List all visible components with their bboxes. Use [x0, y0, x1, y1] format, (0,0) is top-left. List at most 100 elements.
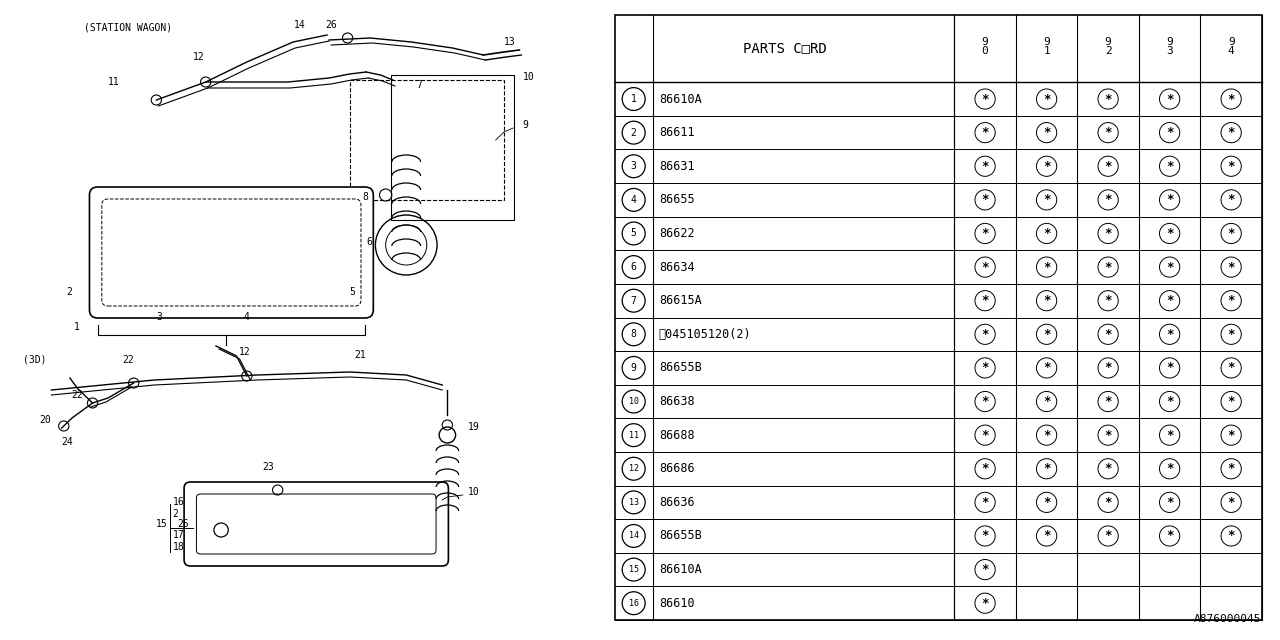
Text: *: *	[982, 193, 989, 206]
Text: (3D): (3D)	[23, 355, 46, 365]
Text: 22: 22	[72, 390, 83, 400]
Text: *: *	[1166, 294, 1174, 307]
Text: 12: 12	[628, 464, 639, 473]
Text: 9
2: 9 2	[1105, 37, 1111, 56]
Text: *: *	[982, 496, 989, 509]
Text: 86610A: 86610A	[659, 563, 701, 576]
Text: *: *	[1105, 126, 1112, 139]
Text: *: *	[1228, 328, 1235, 341]
Text: *: *	[1043, 362, 1051, 374]
Text: 9
4: 9 4	[1228, 37, 1234, 56]
Text: *: *	[1043, 462, 1051, 476]
Text: 9: 9	[631, 363, 636, 373]
Text: 8: 8	[631, 330, 636, 339]
Text: *: *	[1043, 294, 1051, 307]
Text: *: *	[1105, 93, 1112, 106]
Text: *: *	[982, 160, 989, 173]
Text: *: *	[1228, 429, 1235, 442]
Text: 14: 14	[628, 531, 639, 540]
Bar	[390, 75, 515, 220]
Text: 21: 21	[355, 350, 366, 360]
Text: *: *	[1228, 362, 1235, 374]
Text: 16: 16	[173, 497, 184, 507]
Text: *: *	[1105, 496, 1112, 509]
Text: 10: 10	[468, 487, 480, 497]
Text: *: *	[982, 563, 989, 576]
Text: *: *	[1105, 260, 1112, 273]
Text: 4: 4	[631, 195, 636, 205]
Text: 2: 2	[67, 287, 72, 297]
Text: 12: 12	[193, 52, 205, 62]
Text: *: *	[1043, 328, 1051, 341]
Text: *: *	[1166, 93, 1174, 106]
Text: 3: 3	[156, 312, 163, 322]
Text: 10: 10	[628, 397, 639, 406]
Text: *: *	[1166, 126, 1174, 139]
Text: 18: 18	[173, 542, 184, 552]
Text: 9
0: 9 0	[982, 37, 988, 56]
Text: *: *	[1166, 328, 1174, 341]
Text: *: *	[1105, 227, 1112, 240]
Text: 4: 4	[244, 312, 250, 322]
Text: 5: 5	[631, 228, 636, 239]
Text: *: *	[1043, 260, 1051, 273]
Text: *: *	[1228, 227, 1235, 240]
Text: 86688: 86688	[659, 429, 695, 442]
Text: *: *	[1105, 529, 1112, 543]
Text: 86655B: 86655B	[659, 529, 701, 543]
Text: *: *	[1105, 462, 1112, 476]
Text: 7: 7	[631, 296, 636, 306]
Text: *: *	[982, 227, 989, 240]
Text: 14: 14	[294, 20, 306, 30]
Text: *: *	[1043, 126, 1051, 139]
Text: 15: 15	[628, 565, 639, 574]
Text: *: *	[982, 126, 989, 139]
Text: 16: 16	[628, 598, 639, 608]
Text: 7: 7	[416, 80, 422, 90]
Text: *: *	[1043, 193, 1051, 206]
Text: *: *	[1043, 227, 1051, 240]
Text: *: *	[1105, 193, 1112, 206]
Text: 20: 20	[40, 415, 51, 425]
Text: 86655: 86655	[659, 193, 695, 206]
Text: 23: 23	[262, 462, 274, 472]
Text: 1: 1	[631, 94, 636, 104]
Text: *: *	[1166, 160, 1174, 173]
Text: 86686: 86686	[659, 462, 695, 476]
Text: Ⓢ045105120(2): Ⓢ045105120(2)	[659, 328, 751, 341]
Text: 24: 24	[61, 437, 73, 447]
FancyBboxPatch shape	[184, 482, 448, 566]
Text: *: *	[982, 596, 989, 610]
Text: *: *	[1043, 529, 1051, 543]
Text: *: *	[982, 462, 989, 476]
Text: *: *	[1043, 429, 1051, 442]
FancyBboxPatch shape	[196, 494, 436, 554]
Text: *: *	[1105, 395, 1112, 408]
Text: *: *	[1043, 160, 1051, 173]
Text: 86610A: 86610A	[659, 93, 701, 106]
Text: 8: 8	[362, 192, 369, 202]
Text: 86655B: 86655B	[659, 362, 701, 374]
Text: 1: 1	[74, 322, 81, 332]
Text: *: *	[1166, 260, 1174, 273]
Text: *: *	[1166, 496, 1174, 509]
Text: *: *	[1166, 529, 1174, 543]
Text: *: *	[982, 294, 989, 307]
Text: 86622: 86622	[659, 227, 695, 240]
Text: *: *	[982, 429, 989, 442]
Text: *: *	[1228, 395, 1235, 408]
Text: *: *	[982, 529, 989, 543]
Text: 9
1: 9 1	[1043, 37, 1050, 56]
Text: *: *	[1166, 193, 1174, 206]
Text: *: *	[1043, 496, 1051, 509]
Text: 26: 26	[325, 20, 337, 30]
Text: *: *	[1228, 294, 1235, 307]
Text: 15: 15	[156, 519, 168, 529]
Text: 86610: 86610	[659, 596, 695, 610]
FancyBboxPatch shape	[102, 199, 361, 306]
Text: *: *	[1043, 395, 1051, 408]
Text: 2: 2	[173, 509, 179, 519]
Text: 3: 3	[631, 161, 636, 172]
Text: *: *	[1166, 462, 1174, 476]
Text: 13: 13	[628, 498, 639, 507]
